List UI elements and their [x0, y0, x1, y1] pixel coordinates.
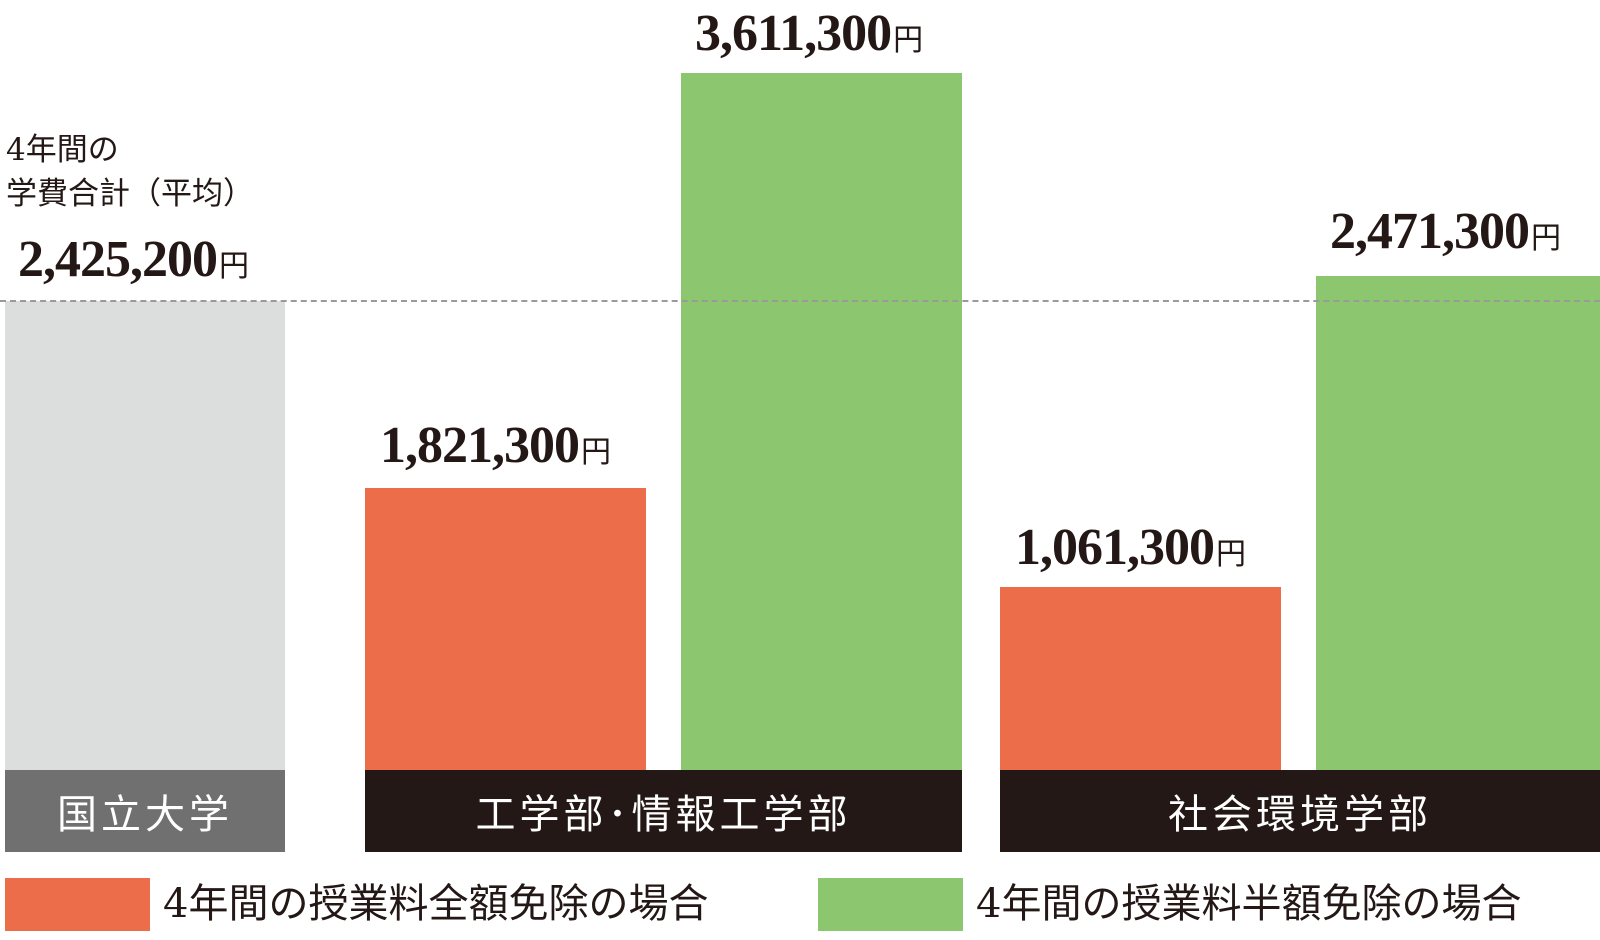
reference-note-line1: 4年間の: [6, 132, 119, 168]
bar-national-average: [5, 301, 285, 770]
bar-soc-full-exemption: [1000, 587, 1281, 770]
bar-soc-half-exemption: [1316, 276, 1600, 770]
yen-unit: 円: [1216, 538, 1246, 571]
category-label-engineering: 工学部･情報工学部: [365, 770, 962, 852]
reference-note: 4年間の 学費合計（平均）: [6, 128, 254, 216]
legend-label-full-exemption: 4年間の授業料全額免除の場合: [163, 881, 709, 927]
yen-unit: 円: [219, 250, 249, 283]
value-number: 2,471,300: [1330, 203, 1530, 260]
yen-unit: 円: [1531, 222, 1561, 255]
yen-unit: 円: [581, 436, 611, 469]
reference-note-line2: 学費合計（平均）: [6, 176, 254, 212]
value-number: 2,425,200: [18, 231, 218, 288]
legend-swatch-half-exemption: [818, 878, 963, 931]
bar-eng-full-exemption: [365, 488, 646, 770]
value-number: 1,821,300: [380, 417, 580, 474]
value-number: 3,611,300: [695, 5, 892, 62]
category-label-text: 国立大学: [57, 792, 233, 838]
yen-unit: 円: [893, 24, 923, 57]
eng-half-value: 3,611,300円: [695, 5, 923, 62]
average-reference-line: [0, 300, 1600, 302]
category-label-national: 国立大学: [5, 770, 285, 852]
national-average-value: 2,425,200円: [18, 231, 249, 288]
soc-half-value: 2,471,300円: [1330, 203, 1561, 260]
category-label-social-env: 社会環境学部: [1000, 770, 1600, 852]
legend-swatch-full-exemption: [5, 878, 150, 931]
legend-label-half-exemption: 4年間の授業料半額免除の場合: [976, 881, 1522, 927]
category-label-text: 工学部･情報工学部: [475, 792, 852, 838]
soc-full-value: 1,061,300円: [1015, 519, 1246, 576]
value-number: 1,061,300: [1015, 519, 1215, 576]
category-label-text: 社会環境学部: [1168, 792, 1432, 838]
eng-full-value: 1,821,300円: [380, 417, 611, 474]
bar-eng-half-exemption: [681, 73, 962, 770]
